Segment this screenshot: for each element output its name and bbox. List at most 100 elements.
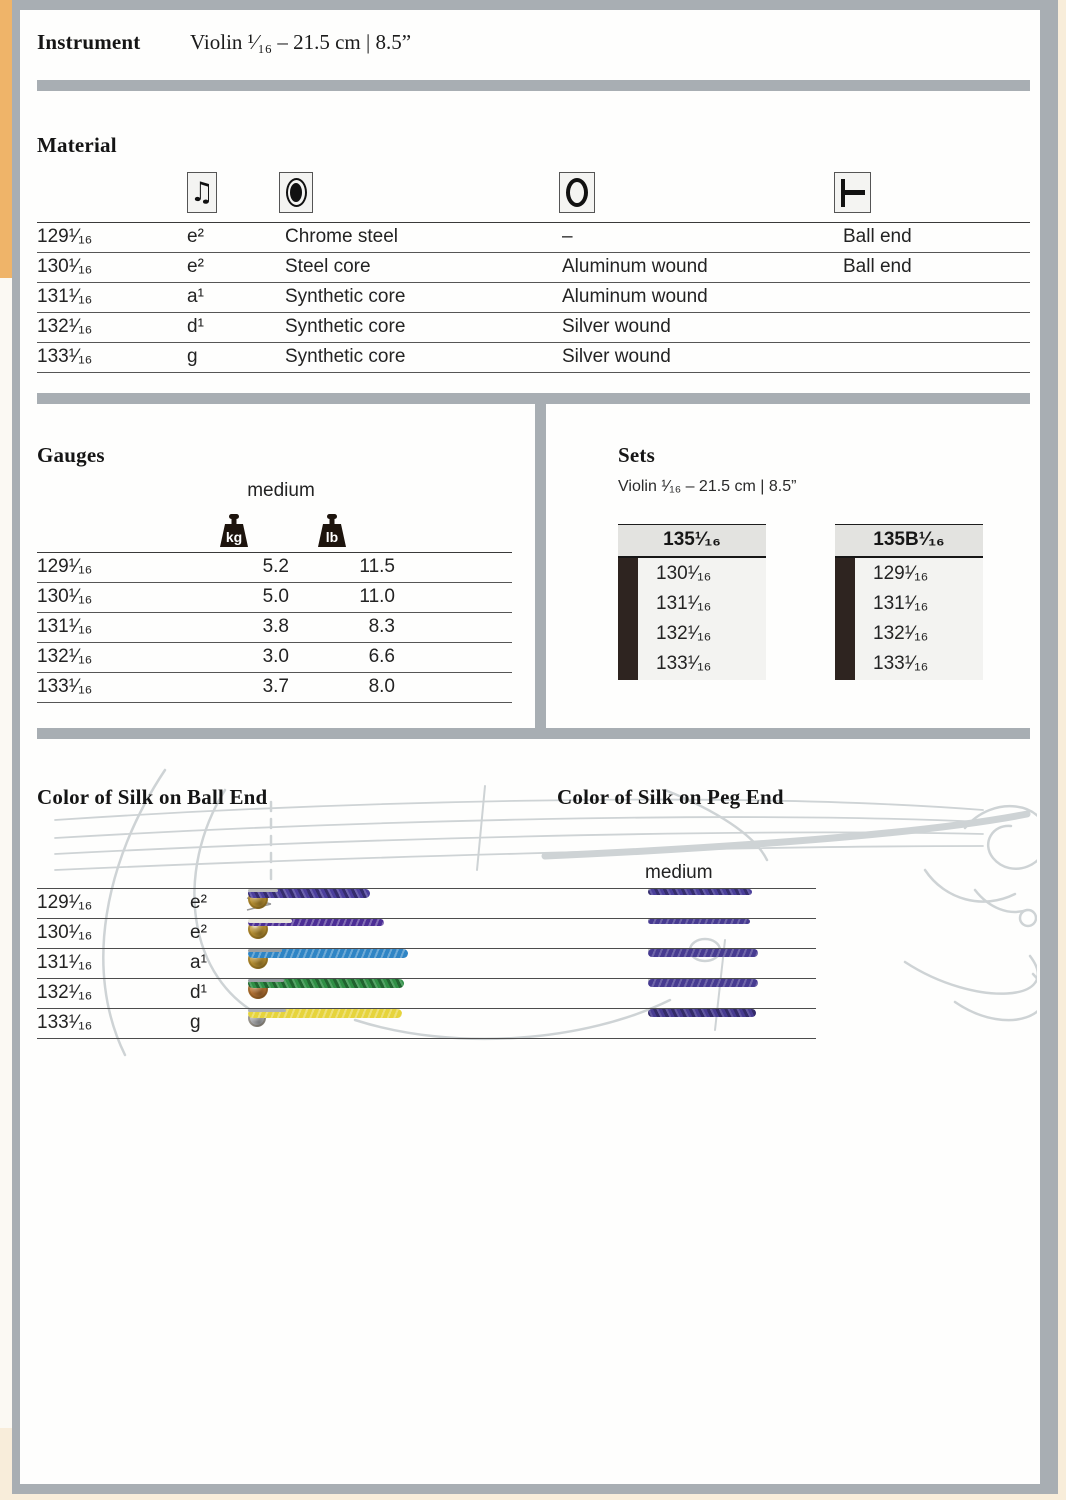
kg-value: 3.8 xyxy=(262,616,289,637)
note: g xyxy=(190,1012,201,1033)
lb-value: 11.0 xyxy=(359,586,395,607)
kg-value: 5.2 xyxy=(262,556,289,577)
sku: 132¹⁄₁₆ xyxy=(37,646,93,667)
weight-lb-icon: lb xyxy=(318,514,346,547)
gauges-tension-label: medium xyxy=(247,480,315,501)
kg-value: 3.7 xyxy=(262,676,289,697)
set-item: 133¹⁄₁₆ xyxy=(656,653,712,674)
kg-label: kg xyxy=(226,529,242,545)
material-title: Material xyxy=(37,133,117,157)
gauges-row: 132¹⁄₁₆ 3.0 6.6 xyxy=(37,643,512,673)
sku: 129¹⁄₁₆ xyxy=(37,892,93,913)
note: a¹ xyxy=(187,286,204,307)
ball-end-icon-shape xyxy=(840,178,865,207)
set-item: 133¹⁄₁₆ xyxy=(873,653,929,674)
set-item: 131¹⁄₁₆ xyxy=(873,593,929,614)
set-box-135B: 135B¹⁄₁₆ 129¹⁄₁₆ 131¹⁄₁₆ 132¹⁄₁₆ 133¹⁄₁₆ xyxy=(835,524,983,680)
material-row: 132¹⁄₁₆ d¹ Synthetic core Silver wound xyxy=(37,313,1030,343)
note: e² xyxy=(190,922,207,943)
note: d¹ xyxy=(190,982,207,1003)
kg-value: 5.0 xyxy=(262,586,289,607)
winding: Silver wound xyxy=(562,316,671,337)
sku: 131¹⁄₁₆ xyxy=(37,286,93,307)
winding-icon-shape xyxy=(566,178,588,207)
ball-end-string-image xyxy=(246,889,370,918)
sets-title: Sets xyxy=(618,443,655,467)
lb-value: 11.5 xyxy=(359,556,395,577)
instrument-label: Instrument xyxy=(37,30,141,54)
silk-color-table: 129¹⁄₁₆ e² 130¹⁄₁₆ e² 131¹⁄₁₆ a¹ xyxy=(37,888,816,1039)
core: Steel core xyxy=(285,256,371,277)
note: e² xyxy=(190,892,207,913)
lb-label: lb xyxy=(326,529,338,545)
sku: 129¹⁄₁₆ xyxy=(37,556,93,577)
sku: 132¹⁄₁₆ xyxy=(37,982,93,1003)
weight-kg-icon: kg xyxy=(220,514,248,547)
silk-tension-label: medium xyxy=(645,862,713,883)
end: Ball end xyxy=(843,256,912,277)
section-divider xyxy=(37,728,1030,739)
end: Ball end xyxy=(843,226,912,247)
note-glyph: ♫ xyxy=(189,177,215,208)
instrument-value: Violin ¹⁄₁₆ – 21.5 cm | 8.5” xyxy=(190,30,412,54)
core-icon xyxy=(279,172,313,213)
sku: 133¹⁄₁₆ xyxy=(37,1012,93,1033)
sets-subtitle: Violin ¹⁄₁₆ – 21.5 cm | 8.5” xyxy=(618,478,797,495)
kg-value: 3.0 xyxy=(262,646,289,667)
silk-row: 131¹⁄₁₆ a¹ xyxy=(37,949,816,979)
frame-top-bar xyxy=(12,0,1058,10)
set-accent-bar xyxy=(835,558,855,680)
winding: Aluminum wound xyxy=(562,286,708,307)
note: e² xyxy=(187,256,204,277)
set-box-135: 135¹⁄₁₆ 130¹⁄₁₆ 131¹⁄₁₆ 132¹⁄₁₆ 133¹⁄₁₆ xyxy=(618,524,766,680)
set-items: 130¹⁄₁₆ 131¹⁄₁₆ 132¹⁄₁₆ 133¹⁄₁₆ xyxy=(618,558,766,680)
material-row: 130¹⁄₁₆ e² Steel core Aluminum wound Bal… xyxy=(37,253,1030,283)
set-item: 131¹⁄₁₆ xyxy=(656,593,712,614)
winding: Aluminum wound xyxy=(562,256,708,277)
section-divider xyxy=(37,393,1030,404)
lb-value: 8.3 xyxy=(368,616,395,637)
set-items: 129¹⁄₁₆ 131¹⁄₁₆ 132¹⁄₁₆ 133¹⁄₁₆ xyxy=(835,558,983,680)
set-item: 129¹⁄₁₆ xyxy=(873,563,929,584)
gauges-row: 131¹⁄₁₆ 3.8 8.3 xyxy=(37,613,512,643)
frame-left-bar xyxy=(12,0,20,1494)
set-item: 132¹⁄₁₆ xyxy=(656,623,712,644)
silk-peg-title: Color of Silk on Peg End xyxy=(557,785,784,809)
note: d¹ xyxy=(187,316,204,337)
sku: 133¹⁄₁₆ xyxy=(37,346,93,367)
core: Chrome steel xyxy=(285,226,398,247)
set-name: 135¹⁄₁₆ xyxy=(618,525,766,558)
core: Synthetic core xyxy=(285,286,406,307)
core-icon-shape xyxy=(285,178,307,207)
sku: 131¹⁄₁₆ xyxy=(37,952,93,973)
gauges-row: 130¹⁄₁₆ 5.0 11.0 xyxy=(37,583,512,613)
silk-row: 132¹⁄₁₆ d¹ xyxy=(37,979,816,1009)
pitch-note-icon: ♫ xyxy=(187,172,217,213)
silk-row: 133¹⁄₁₆ g xyxy=(37,1009,816,1039)
ball-end-icon xyxy=(834,172,871,213)
page-background xyxy=(20,10,1040,1484)
gauges-row: 133¹⁄₁₆ 3.7 8.0 xyxy=(37,673,512,703)
winding: Silver wound xyxy=(562,346,671,367)
silk-row: 130¹⁄₁₆ e² xyxy=(37,919,816,949)
set-name: 135B¹⁄₁₆ xyxy=(835,525,983,558)
gauges-title: Gauges xyxy=(37,443,105,467)
sku: 130¹⁄₁₆ xyxy=(37,586,93,607)
frame-right-bar xyxy=(1040,0,1058,1494)
set-accent-bar xyxy=(618,558,638,680)
core: Synthetic core xyxy=(285,316,406,337)
accent-strip xyxy=(0,0,12,278)
sku: 129¹⁄₁₆ xyxy=(37,226,93,247)
note: g xyxy=(187,346,198,367)
left-margin xyxy=(0,278,12,1428)
material-row: 129¹⁄₁₆ e² Chrome steel – Ball end xyxy=(37,223,1030,253)
sku: 130¹⁄₁₆ xyxy=(37,922,93,943)
material-row: 133¹⁄₁₆ g Synthetic core Silver wound xyxy=(37,343,1030,373)
winding-icon xyxy=(559,172,595,213)
sku: 133¹⁄₁₆ xyxy=(37,676,93,697)
sku: 132¹⁄₁₆ xyxy=(37,316,93,337)
sku: 130¹⁄₁₆ xyxy=(37,256,93,277)
section-divider xyxy=(37,80,1030,91)
lb-value: 8.0 xyxy=(368,676,395,697)
